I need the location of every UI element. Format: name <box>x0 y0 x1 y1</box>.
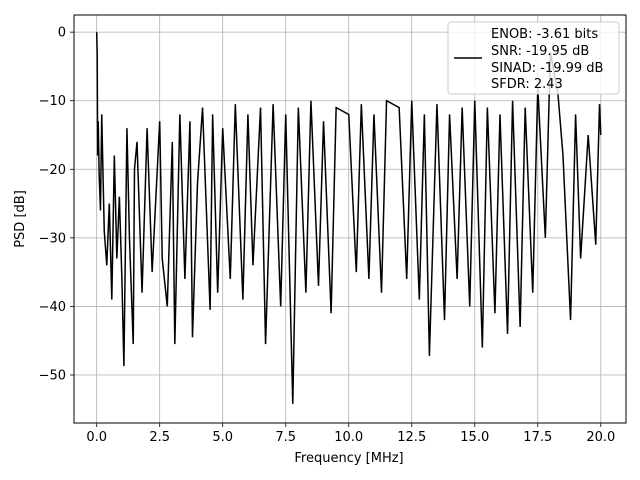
legend: ENOB: -3.61 bits SNR: -19.95 dB SINAD: -… <box>447 21 620 95</box>
ticks: 0.0 2.5 5.0 7.5 10.0 12.5 15.0 17.5 20.0 0 −10 −20 −… <box>39 26 616 445</box>
legend-entry-snr: SNR: -19.95 dB <box>491 44 589 59</box>
x-tick-label: 20.0 <box>586 430 615 445</box>
y-tick-label: 0 <box>58 26 66 41</box>
legend-entry-sinad: SINAD: -19.99 dB <box>491 61 603 76</box>
x-tick-label: 12.5 <box>397 430 426 445</box>
legend-box <box>447 21 620 95</box>
y-tick-label: −30 <box>39 231 66 246</box>
legend-entry-enob: ENOB: -3.61 bits <box>491 27 598 42</box>
plot-area <box>95 32 602 404</box>
legend-entry-sfdr: SFDR: 2.43 <box>491 77 563 92</box>
x-tick-label: 7.5 <box>275 430 296 445</box>
axes-frame <box>73 14 627 424</box>
x-tick-label: 10.0 <box>334 430 363 445</box>
x-tick-label: 2.5 <box>149 430 170 445</box>
y-tick-label: −40 <box>39 300 66 315</box>
x-tick-label: 5.0 <box>212 430 233 445</box>
psd-series-line <box>95 32 602 404</box>
y-axis-label: PSD [dB] <box>13 190 28 248</box>
x-tick-label: 17.5 <box>523 430 552 445</box>
x-axis-label: Frequency [MHz] <box>294 451 403 466</box>
y-tick-label: −20 <box>39 163 66 178</box>
x-tick-label: 0.0 <box>86 430 107 445</box>
y-tick-label: −50 <box>39 369 66 384</box>
y-tick-label: −10 <box>39 94 66 109</box>
x-tick-label: 15.0 <box>460 430 489 445</box>
